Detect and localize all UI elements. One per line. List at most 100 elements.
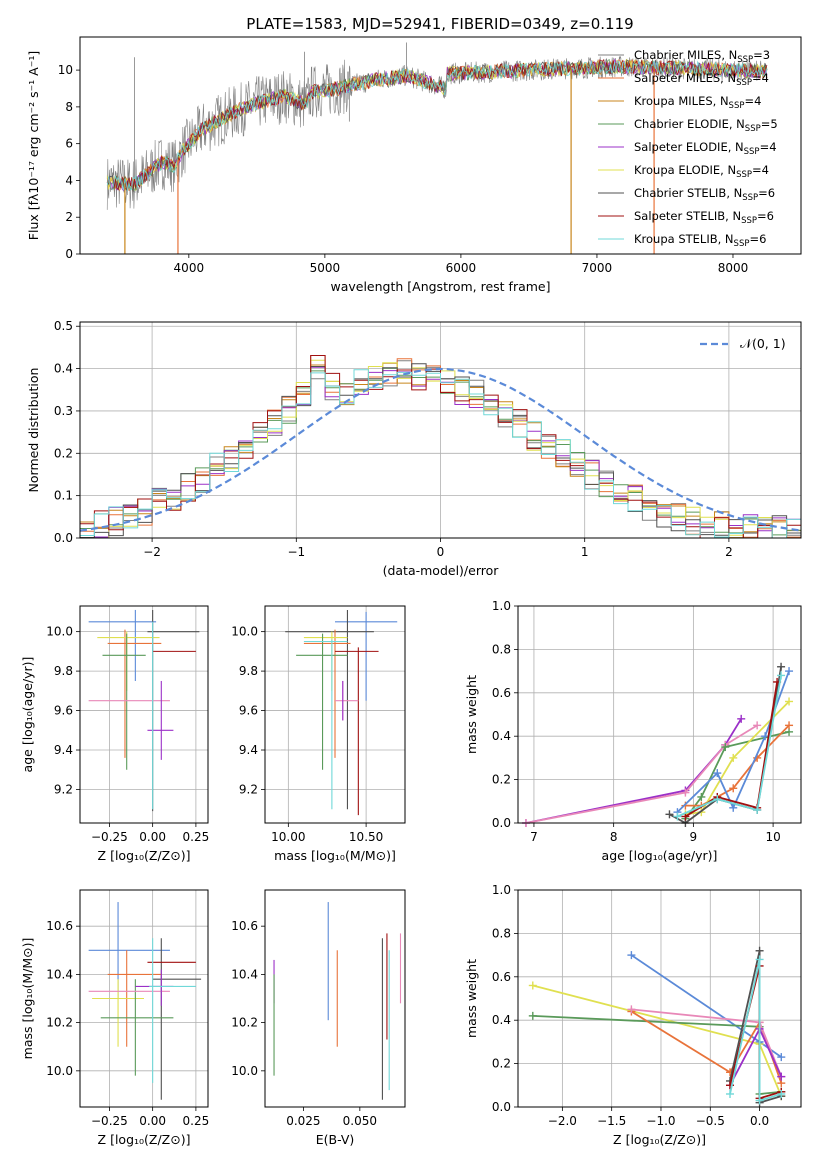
axes-frame (264, 605, 406, 824)
x-tick-label: 10 (765, 830, 780, 844)
x-tick-label: 0.025 (286, 1114, 320, 1128)
y-tick-label: 10.4 (46, 967, 73, 981)
mass-weight-line (532, 984, 783, 1097)
legend-entry: Kroupa STELIB, NSSP=6 (634, 232, 766, 249)
x-tick-label: −0.5 (696, 1114, 725, 1128)
normal-distribution-curve (80, 367, 801, 532)
mass-weight-line (525, 718, 742, 823)
axes-frame (79, 36, 802, 255)
y-tick-label: 0.6 (492, 686, 511, 700)
y-tick-label: 10.0 (231, 625, 258, 639)
y-tick-label: 4 (65, 173, 73, 187)
x-axis-label: mass [log₁₀(M/M⊙)] (274, 848, 396, 863)
x-tick-label: −1.0 (646, 1114, 675, 1128)
x-tick-label: 0.00 (139, 1114, 166, 1128)
axes-frame (517, 889, 802, 1108)
y-tick-label: 0.4 (492, 729, 511, 743)
legend-entry: Salpeter STELIB, NSSP=6 (634, 209, 774, 226)
y-tick-label: 0.0 (492, 1100, 511, 1114)
y-tick-label: 0.5 (54, 319, 73, 333)
y-tick-label: 9.2 (54, 782, 73, 796)
x-tick-label: 10.00 (271, 830, 305, 844)
figure-title: PLATE=1583, MJD=52941, FIBERID=0349, z=0… (246, 15, 633, 33)
x-axis-label: wavelength [Angstrom, rest frame] (330, 279, 550, 294)
residual-histogram-panel: −2 −1 0 1 2 0.0 0.1 0.2 0.3 0.4 0.5 (data-model)/er… (26, 319, 802, 578)
y-tick-label: 0.2 (54, 446, 73, 460)
x-tick-label: 7000 (582, 261, 613, 275)
mass-weight-vs-age-panel: 7 8 9 10 0.0 0.2 0.4 0.6 0.8 1.0 age [log₁₀(age/yr… (464, 599, 802, 863)
x-tick-label: 10.50 (349, 830, 383, 844)
x-tick-label: 8 (610, 830, 618, 844)
x-tick-label: −2 (143, 545, 161, 559)
legend-entry: Chabrier ELODIE, NSSP=5 (634, 117, 778, 134)
axes-frame (79, 889, 209, 1108)
y-tick-label: 1.0 (492, 883, 511, 897)
x-tick-label: −1.5 (597, 1114, 626, 1128)
mass-weight-line (729, 959, 782, 1102)
x-tick-label: −0.25 (91, 830, 128, 844)
y-tick-label: 0.0 (492, 816, 511, 830)
y-tick-label: 8 (65, 100, 73, 114)
x-tick-label: 9 (690, 830, 698, 844)
y-tick-label: 10.2 (231, 1016, 258, 1030)
y-tick-label: 0 (65, 247, 73, 261)
y-tick-label: 9.2 (239, 782, 258, 796)
mass-vs-metallicity-panel: −0.25 0.00 0.25 10.0 10.2 10.4 10.6 Z [log₁₀(Z/… (20, 889, 210, 1147)
y-tick-label: 0.0 (54, 531, 73, 545)
y-tick-label: 10.6 (46, 919, 73, 933)
x-tick-label: 4000 (174, 261, 205, 275)
x-tick-label: −2.0 (548, 1114, 577, 1128)
x-tick-label: −0.25 (91, 1114, 128, 1128)
y-tick-label: 10.2 (46, 1016, 73, 1030)
x-tick-label: 1 (581, 545, 589, 559)
y-tick-label: 10.6 (231, 919, 258, 933)
legend-entry: Salpeter MILES, NSSP=4 (634, 71, 769, 88)
histogram-step-line (80, 369, 801, 538)
y-axis-label: Normed distribution (26, 368, 41, 493)
y-tick-label: 2 (65, 210, 73, 224)
x-tick-label: −1 (287, 545, 305, 559)
y-tick-label: 0.3 (54, 404, 73, 418)
model-fit-line (106, 59, 768, 191)
y-tick-label: 10 (58, 63, 73, 77)
x-axis-label: Z [log₁₀(Z/Z⊙)] (98, 848, 191, 863)
axes-frame (264, 889, 406, 1108)
legend-entry: 𝒩(0, 1) (740, 336, 786, 351)
y-tick-label: 10.4 (231, 967, 258, 981)
axes-frame (79, 321, 802, 539)
y-tick-label: 9.4 (239, 743, 258, 757)
y-tick-label: 10.0 (46, 625, 73, 639)
age-vs-mass-panel: 10.00 10.50 9.2 9.4 9.6 9.8 10.0 mass [log₁₀(M/… (231, 605, 406, 863)
x-axis-label: Z [log₁₀(Z/Z⊙)] (98, 1132, 191, 1147)
legend-entry: Salpeter ELODIE, NSSP=4 (634, 140, 777, 157)
x-tick-label: 5000 (310, 261, 341, 275)
y-tick-label: 0.4 (492, 1013, 511, 1027)
x-tick-label: 8000 (718, 261, 749, 275)
axes-frame (79, 605, 209, 824)
y-tick-label: 0.2 (492, 1057, 511, 1071)
x-tick-label: 7 (530, 830, 538, 844)
legend-entry: Kroupa MILES, NSSP=4 (634, 94, 761, 111)
y-tick-label: 9.8 (239, 664, 258, 678)
y-tick-label: 0.6 (492, 970, 511, 984)
legend-entry: Chabrier MILES, NSSP=3 (634, 48, 770, 65)
legend-entry: Chabrier STELIB, NSSP=6 (634, 186, 775, 203)
mass-weight-line (684, 731, 790, 820)
y-tick-label: 6 (65, 137, 73, 151)
y-tick-label: 9.8 (54, 664, 73, 678)
model-fit-line (106, 58, 768, 192)
y-tick-label: 0.8 (492, 926, 511, 940)
y-tick-label: 0.4 (54, 362, 73, 376)
y-axis-label: age [log₁₀(age/yr)] (20, 657, 35, 773)
x-axis-label: age [log₁₀(age/yr)] (602, 848, 718, 863)
mass-weight-vs-metallicity-panel: −2.0 −1.5 −1.0 −0.5 0.0 0.0 0.2 0.4 0.6 0.8 1.0 Z [… (464, 883, 802, 1147)
x-axis-label: E(B-V) (316, 1132, 355, 1147)
x-tick-label: 0.00 (139, 830, 166, 844)
mass-weight-line (685, 700, 790, 816)
y-axis-label: mass weight (464, 675, 479, 754)
x-tick-label: 0.0 (750, 1114, 769, 1128)
mass-vs-extinction-panel: 0.025 0.050 10.0 10.2 10.4 10.6 E(B-V) (231, 889, 406, 1147)
y-axis-label: Flux [fλ10⁻¹⁷ erg cm⁻² s⁻¹ A⁻¹] (26, 51, 41, 240)
x-tick-label: 6000 (446, 261, 477, 275)
x-tick-label: 0.25 (183, 1114, 210, 1128)
